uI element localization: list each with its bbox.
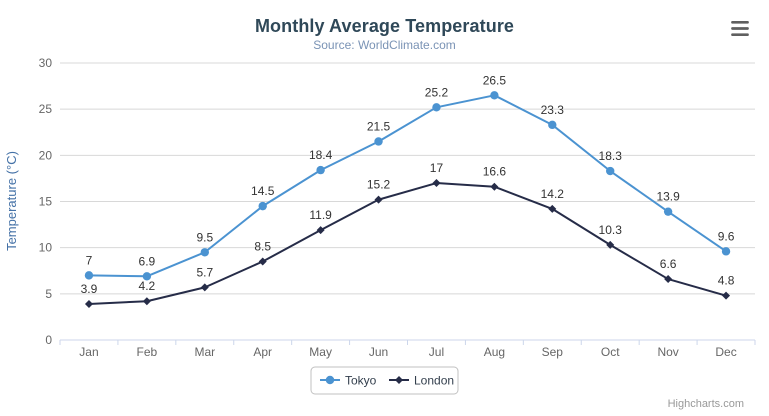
svg-text:26.5: 26.5 bbox=[483, 73, 507, 87]
svg-text:Aug: Aug bbox=[484, 345, 505, 359]
svg-text:14.5: 14.5 bbox=[251, 184, 275, 198]
svg-text:6.6: 6.6 bbox=[660, 257, 677, 271]
svg-text:13.9: 13.9 bbox=[656, 190, 680, 204]
svg-text:Apr: Apr bbox=[253, 345, 272, 359]
svg-text:15.2: 15.2 bbox=[367, 178, 391, 192]
svg-text:10: 10 bbox=[39, 241, 53, 255]
svg-text:Jan: Jan bbox=[79, 345, 98, 359]
svg-text:Sep: Sep bbox=[542, 345, 564, 359]
svg-text:9.6: 9.6 bbox=[718, 229, 735, 243]
svg-text:9.5: 9.5 bbox=[196, 230, 213, 244]
svg-text:20: 20 bbox=[39, 148, 53, 162]
svg-text:11.9: 11.9 bbox=[309, 208, 332, 222]
svg-text:Tokyo: Tokyo bbox=[345, 374, 377, 388]
svg-text:15: 15 bbox=[39, 195, 53, 209]
svg-text:May: May bbox=[309, 345, 332, 359]
svg-text:18.3: 18.3 bbox=[599, 149, 623, 163]
svg-text:5: 5 bbox=[45, 287, 52, 301]
svg-text:6.9: 6.9 bbox=[139, 254, 156, 268]
svg-text:5.7: 5.7 bbox=[196, 265, 213, 279]
svg-text:Oct: Oct bbox=[601, 345, 620, 359]
svg-text:London: London bbox=[414, 374, 454, 388]
svg-text:Nov: Nov bbox=[657, 345, 678, 359]
svg-text:Dec: Dec bbox=[715, 345, 736, 359]
svg-text:Feb: Feb bbox=[137, 345, 158, 359]
svg-text:18.4: 18.4 bbox=[309, 148, 333, 162]
svg-text:21.5: 21.5 bbox=[367, 120, 391, 134]
svg-text:14.2: 14.2 bbox=[541, 187, 565, 201]
svg-text:23.3: 23.3 bbox=[541, 103, 565, 117]
svg-text:Temperature (°C): Temperature (°C) bbox=[4, 151, 19, 251]
svg-text:10.3: 10.3 bbox=[599, 223, 623, 237]
svg-text:0: 0 bbox=[45, 333, 52, 347]
svg-text:30: 30 bbox=[39, 56, 53, 70]
svg-text:7: 7 bbox=[86, 253, 93, 267]
svg-text:17: 17 bbox=[430, 161, 444, 175]
svg-text:4.2: 4.2 bbox=[139, 279, 156, 293]
svg-text:4.8: 4.8 bbox=[718, 274, 735, 288]
svg-text:3.9: 3.9 bbox=[81, 282, 98, 296]
svg-text:Jul: Jul bbox=[429, 345, 444, 359]
svg-text:25: 25 bbox=[39, 102, 53, 116]
svg-text:8.5: 8.5 bbox=[254, 240, 271, 254]
svg-text:Jun: Jun bbox=[369, 345, 388, 359]
svg-text:Mar: Mar bbox=[194, 345, 215, 359]
svg-text:16.6: 16.6 bbox=[483, 165, 507, 179]
svg-text:25.2: 25.2 bbox=[425, 85, 449, 99]
